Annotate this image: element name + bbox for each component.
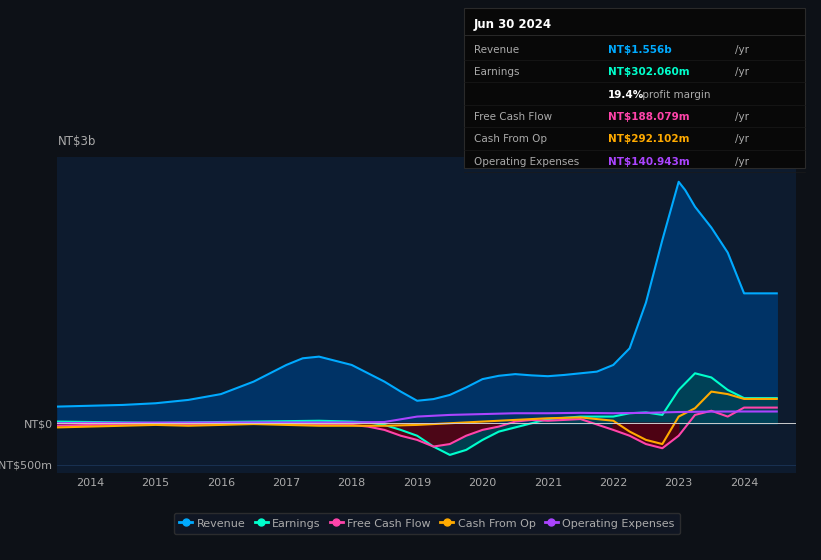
Text: profit margin: profit margin	[639, 90, 710, 100]
Text: NT$1.556b: NT$1.556b	[608, 45, 672, 55]
Text: Earnings: Earnings	[474, 67, 519, 77]
Legend: Revenue, Earnings, Free Cash Flow, Cash From Op, Operating Expenses: Revenue, Earnings, Free Cash Flow, Cash …	[173, 513, 681, 534]
Text: Jun 30 2024: Jun 30 2024	[474, 17, 552, 31]
Text: Free Cash Flow: Free Cash Flow	[474, 112, 552, 122]
Text: NT$302.060m: NT$302.060m	[608, 67, 689, 77]
Text: /yr: /yr	[735, 112, 749, 122]
Text: Cash From Op: Cash From Op	[474, 134, 547, 144]
Text: NT$188.079m: NT$188.079m	[608, 112, 689, 122]
Text: NT$3b: NT$3b	[57, 136, 96, 148]
Text: /yr: /yr	[735, 67, 749, 77]
Text: NT$292.102m: NT$292.102m	[608, 134, 689, 144]
Text: /yr: /yr	[735, 157, 749, 167]
Text: Operating Expenses: Operating Expenses	[474, 157, 579, 167]
Text: NT$140.943m: NT$140.943m	[608, 157, 690, 167]
Text: /yr: /yr	[735, 134, 749, 144]
Text: /yr: /yr	[735, 45, 749, 55]
Text: Revenue: Revenue	[474, 45, 519, 55]
Text: 19.4%: 19.4%	[608, 90, 644, 100]
